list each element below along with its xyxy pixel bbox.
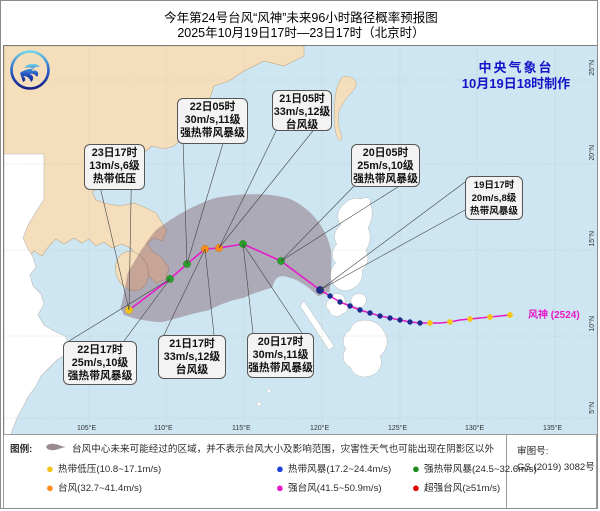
svg-text:风神 (2524): 风神 (2524)	[528, 308, 580, 321]
